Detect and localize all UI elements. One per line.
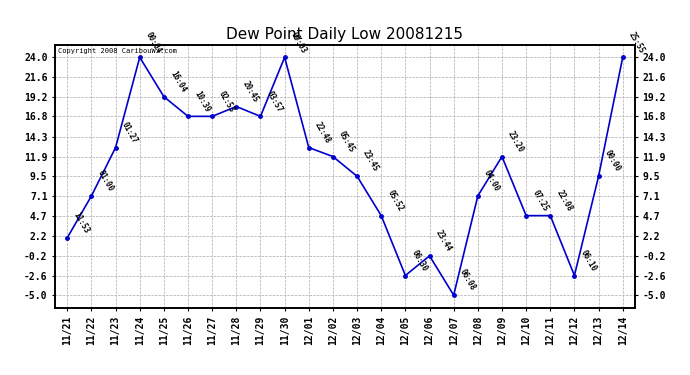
Text: 03:57: 03:57: [265, 89, 284, 114]
Text: Copyright 2008 CaribouWx.com: Copyright 2008 CaribouWx.com: [58, 48, 177, 54]
Text: 10:39: 10:39: [193, 89, 212, 114]
Text: 22:48: 22:48: [313, 120, 333, 145]
Text: 23:44: 23:44: [434, 228, 453, 253]
Text: 01:27: 01:27: [120, 120, 139, 145]
Text: 16:04: 16:04: [168, 69, 188, 94]
Text: 23:20: 23:20: [506, 129, 526, 154]
Text: 23:45: 23:45: [362, 149, 381, 174]
Title: Dew Point Daily Low 20081215: Dew Point Daily Low 20081215: [226, 27, 464, 42]
Text: 20:45: 20:45: [241, 79, 260, 104]
Text: 07:25: 07:25: [531, 188, 550, 213]
Text: 05:52: 05:52: [386, 188, 405, 213]
Text: 09:03: 09:03: [289, 30, 308, 54]
Text: 22:08: 22:08: [555, 188, 574, 213]
Text: 11:53: 11:53: [72, 210, 91, 235]
Text: 00:00: 00:00: [603, 149, 622, 174]
Text: 06:08: 06:08: [458, 268, 477, 292]
Text: 01:00: 01:00: [96, 169, 115, 193]
Text: 05:45: 05:45: [337, 129, 357, 154]
Text: 00:04: 00:04: [144, 30, 164, 54]
Text: 25:55: 25:55: [627, 30, 647, 54]
Text: 06:10: 06:10: [579, 248, 598, 273]
Text: 06:30: 06:30: [410, 248, 429, 273]
Text: 02:53: 02:53: [217, 89, 236, 114]
Text: 04:00: 04:00: [482, 169, 502, 193]
